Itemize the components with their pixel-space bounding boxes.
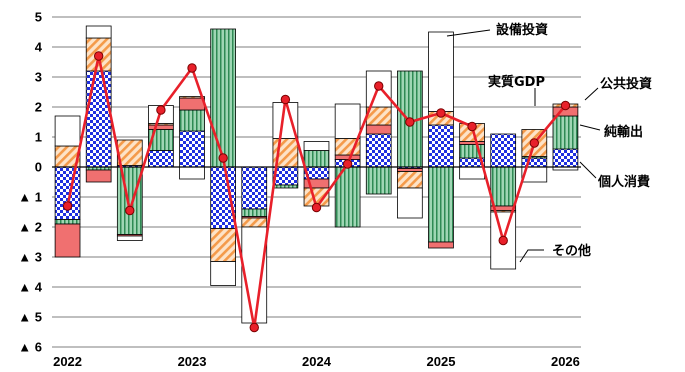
label-junyushutsu: 純輸出 [604, 124, 643, 140]
gdp-point [187, 63, 197, 73]
gdp-point [218, 153, 228, 163]
bar-segment-white [210, 261, 236, 286]
bar-segment-white [116, 235, 143, 241]
gdp-point [436, 108, 446, 118]
leader-sonota [519, 249, 544, 263]
bar-segment-orange-hatch [210, 228, 236, 262]
bar-segment-white [179, 166, 205, 180]
y-tick-label: 2 [35, 100, 42, 115]
bar-segment-red-solid [179, 97, 205, 111]
bar-segment-red-solid [54, 223, 81, 258]
bar-segment-green-stripe [272, 184, 299, 189]
bar-segment-green-stripe [116, 166, 143, 235]
bar-segment-green-stripe [365, 166, 392, 195]
bar-segment-white [397, 187, 423, 219]
label-koukyou: 公共投資 [600, 76, 652, 92]
gdp-point [93, 51, 104, 61]
gdp-line-layer [62, 51, 571, 333]
bar-segment-orange-hatch [116, 139, 143, 166]
bar-segment-green-stripe [303, 150, 330, 168]
bar-segment-green-stripe [210, 28, 236, 168]
bar-segment-white [334, 103, 361, 139]
bar-segment-red-solid [428, 241, 454, 249]
gdp-point [560, 100, 571, 111]
bar-segment-green-stripe [428, 166, 454, 243]
bar-segment-white [85, 25, 112, 39]
y-tick-label: 3 [35, 70, 42, 85]
gdp-point [498, 235, 508, 246]
label-kojin: 個人消費 [597, 174, 650, 190]
bar-segment-orange-hatch [397, 171, 423, 189]
bar-segment-blue-check [148, 150, 174, 168]
bar-segment-white [428, 31, 454, 112]
bar-segment-orange-hatch [241, 217, 268, 228]
y-tick-label: 4 [35, 40, 43, 55]
bar-layer [54, 25, 579, 324]
bar-segment-white [54, 115, 81, 147]
label-setsubi: 設備投資 [496, 22, 548, 38]
bar-segment-red-solid [365, 124, 392, 135]
gdp-point [249, 322, 259, 333]
bar-segment-red-solid [459, 141, 485, 145]
y-tick-label: 5 [35, 10, 42, 25]
gdp-point [405, 117, 415, 127]
leader-koukyou [584, 87, 599, 101]
bar-segment-blue-check [241, 166, 268, 210]
bar-segment-red-solid [334, 154, 361, 160]
label-sonota: その他 [552, 243, 591, 259]
y-tick-label: ▲ 6 [18, 340, 42, 355]
y-tick-label: ▲ 5 [18, 310, 42, 325]
bar-segment-blue-check [428, 124, 454, 168]
gdp-point [342, 159, 353, 169]
x-tick-label: 2023 [178, 354, 207, 369]
gdp-point [125, 205, 135, 216]
gdp-point [156, 105, 166, 115]
bar-segment-blue-check [365, 133, 392, 168]
bar-segment-blue-check [54, 166, 81, 220]
y-tick-label: ▲ 3 [18, 250, 42, 265]
bar-segment-green-stripe [179, 109, 205, 132]
x-axis-labels: 2022 2023 2024 2025 2026 [53, 354, 580, 369]
bar-segment-red-solid [85, 169, 112, 183]
y-tick-label: 0 [35, 160, 42, 175]
y-tick-label: ▲ 4 [18, 280, 42, 295]
bar-segment-green-stripe [552, 115, 579, 150]
y-axis-labels: 5 4 3 2 1 0 ▲ 1 ▲ 2 ▲ 3 ▲ 4 ▲ 5 ▲ 6 [18, 10, 42, 355]
bar-segment-blue-check [490, 133, 517, 168]
bar-segment-green-stripe [54, 219, 81, 225]
y-tick-label: ▲ 1 [18, 190, 42, 205]
annotations: 設備投資 実質GDP 公共投資 純輸出 個人消費 その他 [446, 22, 652, 263]
leader-junyushutsu [579, 124, 601, 131]
leader-kojin [579, 161, 597, 179]
bar-segment-blue-check [552, 148, 579, 168]
x-tick-label: 2022 [53, 354, 82, 369]
gdp-point [62, 201, 73, 211]
bar-segment-white [303, 141, 330, 151]
gdp-point [374, 81, 384, 91]
gdp-point [280, 94, 291, 105]
bar-segment-blue-check [179, 130, 205, 168]
bar-segment-red-solid [148, 124, 174, 130]
gdp-point [311, 202, 322, 213]
y-tick-label: 1 [35, 130, 42, 145]
gdp-point [467, 121, 477, 132]
x-tick-label: 2026 [551, 354, 580, 369]
bar-segment-green-stripe [241, 208, 268, 217]
bar-segment-blue-check [521, 157, 548, 168]
x-tick-label: 2024 [302, 354, 332, 369]
x-tick-label: 2025 [427, 354, 456, 369]
leader-setsubi [446, 29, 491, 37]
label-gdp: 実質GDP [488, 74, 545, 90]
bar-segment-green-stripe [490, 166, 517, 207]
bar-segment-orange-hatch [179, 96, 205, 99]
y-tick-label: ▲ 2 [18, 220, 42, 235]
bar-segment-white [459, 166, 485, 180]
gdp-point [529, 138, 540, 148]
bar-segment-red-solid [397, 168, 423, 172]
bar-segment-blue-check [85, 70, 112, 168]
bar-segment-blue-check [210, 166, 236, 229]
